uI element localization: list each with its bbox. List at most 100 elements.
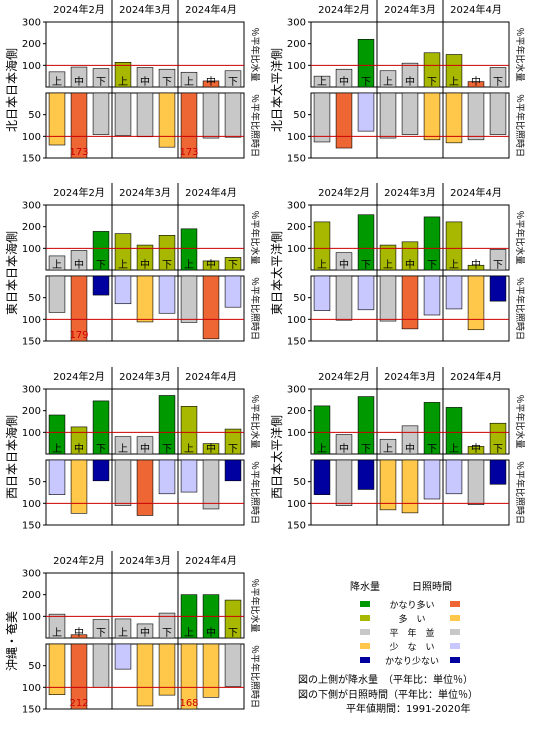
sun-tick-label: 100 [22, 499, 41, 510]
sun-tick-label: 50 [293, 477, 306, 488]
precip-bar [445, 54, 463, 88]
decade-label: 上 [449, 443, 459, 455]
precip-bar [335, 434, 353, 455]
precip-bar [202, 260, 220, 271]
month-label: 2024年3月 [119, 186, 171, 199]
legend-swatch-precip-high [360, 615, 370, 621]
month-label: 2024年3月 [384, 3, 436, 16]
month-label: 2024年4月 [450, 186, 502, 199]
sun-bar [445, 275, 463, 310]
precip-bar [92, 68, 110, 88]
precip-bar [224, 70, 242, 88]
sun-bar [379, 92, 397, 139]
decade-label: 下 [162, 628, 172, 639]
chart-panel-2: 2024年2月 2024年3月 2024年4月30020010050100150上中… [269, 0, 526, 165]
precip-bar [467, 264, 485, 271]
precip-bar [467, 81, 485, 88]
precip-bar [202, 443, 220, 455]
legend-swatch-sun-high [450, 615, 460, 621]
sun-bar [202, 643, 220, 698]
decade-label: 中 [471, 75, 481, 88]
precip-tick-label: 100 [22, 61, 41, 72]
precip-axis-label: ％平年比水量 [514, 394, 526, 448]
sun-bar [92, 92, 110, 135]
legend-swatch-precip-very-low [360, 657, 370, 663]
precip-axis-label: ％平年比水量 [249, 210, 261, 264]
decade-label: 下 [96, 260, 106, 271]
precip-bar [335, 68, 353, 88]
decade-label: 下 [361, 77, 371, 88]
decade-label: 中 [405, 442, 415, 455]
sun-bar [92, 459, 110, 482]
precip-bar [379, 70, 397, 88]
decade-label: 下 [162, 444, 172, 455]
sun-bar [224, 275, 242, 308]
sun-bar [313, 275, 331, 311]
sun-bar [48, 643, 66, 696]
sun-tick-label: 150 [287, 521, 306, 532]
decade-label: 中 [206, 75, 216, 88]
precip-tick-label: 100 [22, 244, 41, 255]
sun-bar [136, 275, 154, 323]
legend-swatch-precip-low [360, 643, 370, 649]
month-label: 2024年4月 [185, 186, 237, 199]
sun-tick-label: 100 [22, 683, 41, 694]
sun-bar [48, 92, 66, 146]
decade-label: 中 [74, 626, 84, 639]
decade-label: 下 [427, 77, 437, 88]
region-label: 東日本太平洋側 [269, 231, 284, 315]
month-label: 2024年3月 [384, 186, 436, 199]
precip-bar [180, 228, 198, 271]
precip-bar [313, 221, 331, 271]
decade-label: 下 [96, 628, 106, 639]
month-label: 2024年4月 [450, 370, 502, 383]
precip-axis-label: ％平年比水量 [514, 210, 526, 264]
precip-bar [379, 438, 397, 455]
precip-bar [224, 599, 242, 639]
sun-bar [467, 459, 485, 505]
month-label: 2024年2月 [318, 370, 370, 383]
sun-tick-label: 150 [22, 337, 41, 348]
precip-bar [313, 75, 331, 88]
overflow-label: 212 [69, 698, 88, 709]
sun-bar [423, 275, 441, 316]
precip-bar [357, 396, 375, 455]
sun-bar [357, 275, 375, 311]
decade-label: 上 [383, 443, 393, 455]
precip-bar [401, 62, 419, 88]
precip-bar [379, 244, 397, 271]
decade-label: 下 [228, 260, 238, 271]
decade-label: 下 [493, 444, 503, 455]
month-label: 2024年3月 [384, 370, 436, 383]
precip-tick-label: 300 [287, 18, 306, 29]
sun-bar [70, 459, 88, 514]
sun-bar [445, 459, 463, 495]
decade-label: 上 [118, 627, 128, 639]
precip-tick-label: 300 [22, 385, 41, 396]
precip-bar [224, 257, 242, 271]
legend-label-high: 多 い [398, 615, 426, 625]
decade-label: 中 [140, 258, 150, 271]
sun-axis-label: ％平年比照時日 [249, 277, 261, 340]
precip-axis-label: ％平年比水量 [249, 27, 261, 81]
precip-axis-label: ％平年比水量 [249, 394, 261, 448]
precip-tick-label: 300 [287, 385, 306, 396]
precip-bar [114, 233, 132, 271]
decade-label: 中 [471, 258, 481, 271]
region-label: 沖縄・奄美 [4, 611, 19, 671]
legend-swatch-sun-low [450, 643, 460, 649]
sun-bar [423, 92, 441, 141]
precip-tick-label: 100 [287, 244, 306, 255]
sun-bar [114, 275, 132, 305]
sun-bar [335, 275, 353, 321]
sun-bar [313, 92, 331, 143]
precip-bar [335, 252, 353, 271]
legend-swatch-sun-normal [450, 629, 460, 635]
decade-label: 中 [74, 442, 84, 455]
precip-tick-label: 200 [287, 222, 306, 233]
sun-bar [445, 92, 463, 144]
region-label: 西日本太平洋側 [269, 415, 284, 499]
sun-bar [224, 459, 242, 482]
precip-bar [70, 66, 88, 88]
